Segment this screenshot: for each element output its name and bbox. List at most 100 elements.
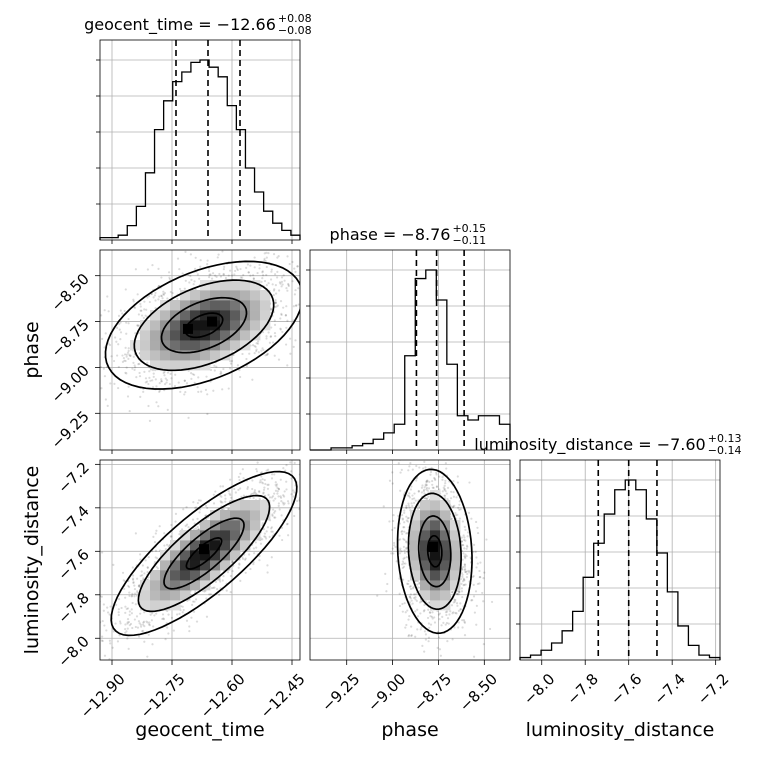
- sample-point: [104, 332, 107, 335]
- sample-point: [241, 556, 244, 559]
- sample-point: [403, 556, 406, 559]
- sample-point: [407, 502, 410, 505]
- sample-point: [163, 383, 167, 386]
- sample-point: [224, 494, 227, 497]
- sample-point: [118, 620, 122, 623]
- sample-point: [270, 268, 273, 271]
- sample-point: [114, 622, 117, 625]
- sample-point: [199, 259, 202, 262]
- sample-point: [163, 532, 166, 535]
- density-cell: [140, 350, 151, 361]
- sample-point: [131, 577, 135, 580]
- sample-point: [190, 278, 193, 281]
- sample-point: [147, 382, 150, 386]
- sample-point: [162, 618, 166, 621]
- sample-point: [147, 623, 151, 626]
- sample-point: [261, 274, 265, 277]
- sample-point: [182, 608, 185, 612]
- sample-point: [474, 590, 478, 593]
- sample-point: [227, 274, 230, 277]
- contour-level-2: [133, 279, 275, 372]
- sample-point: [271, 514, 274, 517]
- sample-point: [146, 361, 149, 364]
- sample-point: [153, 561, 156, 564]
- sample-point: [230, 496, 233, 499]
- sample-point: [106, 611, 110, 614]
- sample-point: [472, 551, 475, 554]
- sample-point: [144, 559, 147, 562]
- sample-point: [260, 481, 263, 484]
- sample-point: [184, 524, 187, 527]
- sample-point: [232, 353, 235, 357]
- sample-point: [463, 547, 466, 550]
- sample-point: [206, 412, 209, 416]
- sample-point: [394, 545, 397, 549]
- sample-point: [137, 324, 140, 327]
- sample-point: [256, 461, 259, 464]
- sample-point: [264, 482, 267, 486]
- sample-point: [279, 317, 282, 320]
- sample-point: [431, 617, 434, 620]
- sample-point: [414, 610, 417, 613]
- sample-point: [151, 612, 154, 615]
- sample-point: [112, 563, 115, 567]
- sample-point: [261, 276, 264, 280]
- sample-point: [192, 283, 195, 286]
- sample-point: [255, 470, 259, 473]
- sample-point: [125, 332, 128, 335]
- sample-point: [460, 571, 463, 575]
- sample-point: [414, 499, 417, 502]
- sample-point: [274, 483, 277, 486]
- sample-point: [265, 251, 268, 254]
- sample-point: [208, 593, 211, 596]
- sample-point: [97, 347, 99, 349]
- sample-point: [267, 331, 270, 334]
- sample-point: [464, 553, 467, 556]
- sample-point: [462, 584, 465, 587]
- sample-point: [127, 584, 130, 588]
- sample-point: [131, 594, 134, 597]
- sample-point: [391, 482, 394, 485]
- density-cell: [200, 580, 211, 591]
- sample-point: [137, 584, 141, 587]
- sample-point: [204, 514, 207, 517]
- sample-point: [463, 538, 466, 542]
- sample-point: [262, 491, 265, 494]
- sample-point: [420, 491, 424, 494]
- sample-point: [239, 375, 242, 379]
- density-cell: [160, 330, 171, 341]
- sample-point: [126, 395, 130, 398]
- sample-point: [222, 272, 225, 276]
- sample-point: [152, 372, 155, 375]
- sample-point: [463, 579, 466, 582]
- sample-point: [411, 497, 414, 501]
- sample-point: [285, 305, 288, 308]
- sample-point: [132, 581, 135, 584]
- sample-point: [388, 479, 392, 482]
- sample-point: [441, 478, 444, 481]
- sample-point: [464, 570, 467, 574]
- sample-point: [462, 566, 465, 569]
- sample-point: [252, 561, 255, 564]
- sample-point: [272, 294, 275, 297]
- sample-point: [154, 299, 157, 302]
- sample-point: [405, 623, 408, 627]
- sample-point: [107, 342, 110, 345]
- sample-point: [116, 354, 119, 357]
- sample-point: [145, 308, 148, 311]
- sample-point: [133, 587, 137, 591]
- density-cell: [240, 500, 251, 511]
- contour-level-4: [185, 537, 223, 570]
- sample-point: [108, 613, 111, 616]
- sample-point: [478, 582, 481, 585]
- sample-point: [193, 522, 196, 525]
- sample-point: [457, 609, 460, 612]
- sample-point: [239, 579, 242, 582]
- sample-point: [262, 488, 266, 491]
- sample-point: [229, 269, 232, 272]
- sample-point: [435, 667, 437, 669]
- sample-point: [223, 265, 226, 269]
- sample-point: [181, 272, 184, 275]
- sample-point: [270, 556, 273, 559]
- sample-point: [101, 551, 104, 554]
